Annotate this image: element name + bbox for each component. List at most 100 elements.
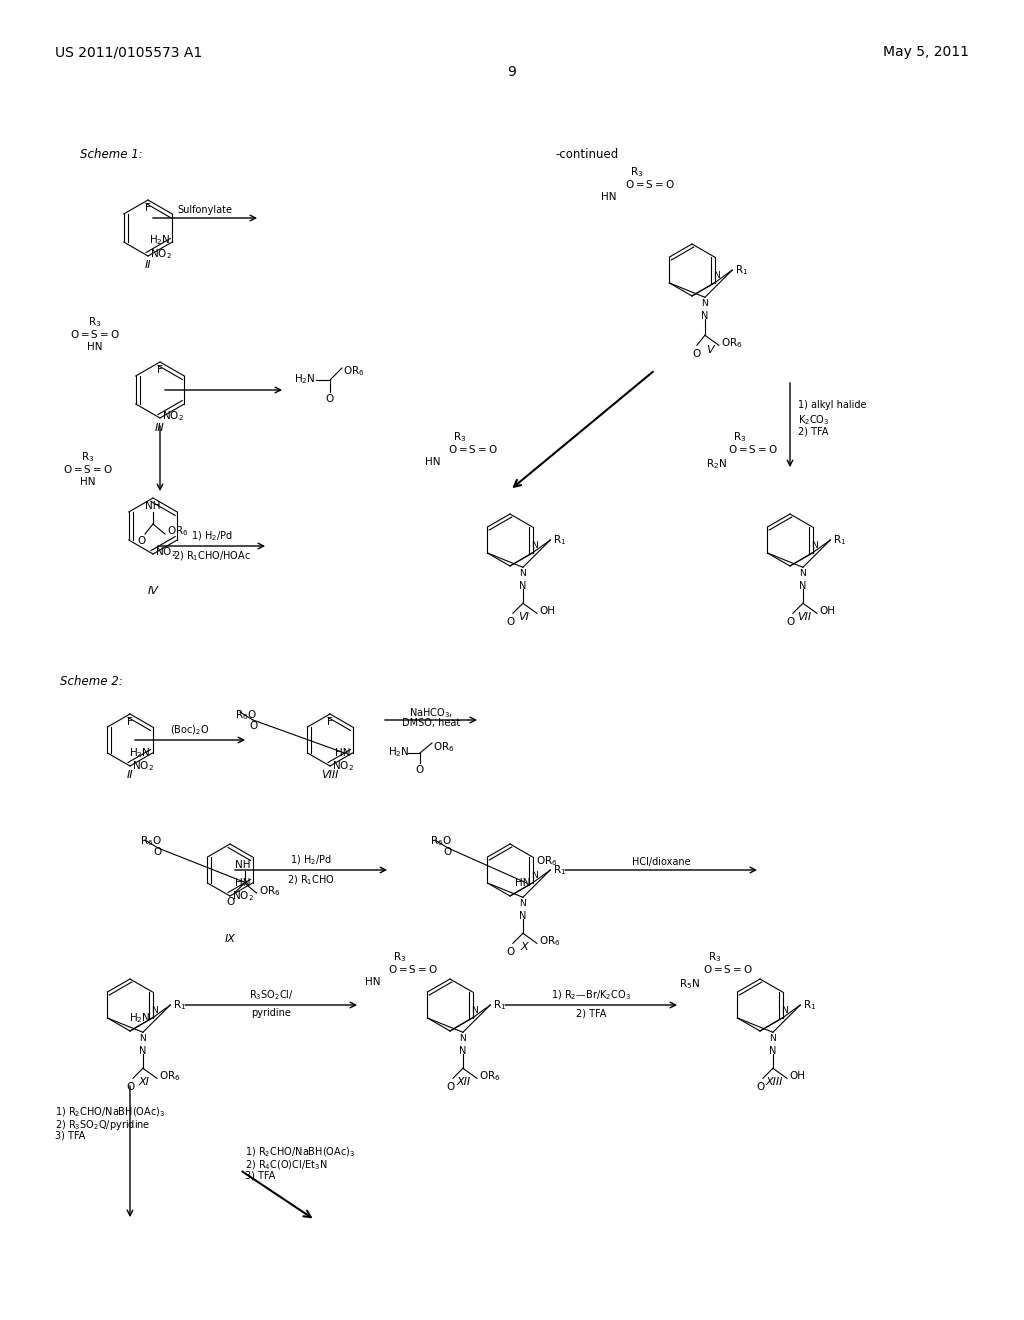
Text: N: N [530, 541, 538, 549]
Text: R$_5$N: R$_5$N [679, 977, 700, 991]
Text: R$_3$: R$_3$ [88, 315, 101, 329]
Text: IX: IX [224, 935, 236, 944]
Text: O: O [757, 1082, 765, 1092]
Text: O: O [154, 847, 162, 857]
Text: 2) R$_1$CHO: 2) R$_1$CHO [287, 873, 335, 887]
Text: OH: OH [819, 606, 835, 616]
Text: N: N [459, 1047, 467, 1056]
Text: 9: 9 [508, 65, 516, 79]
Text: HN: HN [425, 457, 440, 467]
Text: N: N [519, 581, 526, 591]
Text: N: N [151, 1006, 158, 1015]
Text: 3) TFA: 3) TFA [55, 1131, 85, 1140]
Text: K$_2$CO$_3$: K$_2$CO$_3$ [798, 413, 829, 426]
Text: F: F [145, 203, 151, 213]
Text: R$_6$O: R$_6$O [430, 834, 452, 847]
Text: N: N [800, 569, 806, 578]
Text: 1) R$_2$CHO/NaBH(OAc)$_3$: 1) R$_2$CHO/NaBH(OAc)$_3$ [245, 1144, 355, 1159]
Text: HN: HN [515, 878, 530, 888]
Text: OR$_6$: OR$_6$ [343, 364, 365, 378]
Text: OR$_6$: OR$_6$ [258, 884, 281, 898]
Text: O$=$S$=$O: O$=$S$=$O [703, 964, 753, 975]
Text: N: N [530, 871, 538, 879]
Text: OR$_6$: OR$_6$ [479, 1069, 501, 1084]
Text: R$_3$: R$_3$ [733, 430, 746, 444]
Text: R$_3$SO$_2$Cl/: R$_3$SO$_2$Cl/ [249, 989, 294, 1002]
Text: N: N [769, 1035, 776, 1043]
Text: R$_6$O: R$_6$O [234, 708, 257, 722]
Text: May 5, 2011: May 5, 2011 [883, 45, 969, 59]
Text: R$_1$: R$_1$ [173, 998, 186, 1012]
Text: NO$_2$: NO$_2$ [132, 759, 154, 774]
Text: pyridine: pyridine [251, 1008, 291, 1018]
Text: DMSO, heat: DMSO, heat [401, 718, 460, 729]
Text: Sulfonylate: Sulfonylate [177, 205, 232, 215]
Text: O$=$S$=$O: O$=$S$=$O [625, 178, 675, 190]
Text: HN: HN [365, 977, 380, 987]
Text: F: F [157, 366, 163, 375]
Text: N: N [799, 581, 807, 591]
Text: O: O [446, 1082, 455, 1092]
Text: II: II [144, 260, 152, 271]
Text: NO$_2$: NO$_2$ [232, 890, 254, 903]
Text: 1) R$_2$CHO/NaBH(OAc)$_3$: 1) R$_2$CHO/NaBH(OAc)$_3$ [55, 1105, 165, 1118]
Text: N: N [713, 271, 720, 280]
Text: R$_1$: R$_1$ [834, 533, 847, 546]
Text: II: II [127, 770, 133, 780]
Text: HN: HN [87, 342, 102, 352]
Text: VII: VII [797, 612, 811, 622]
Text: H$_2$N: H$_2$N [129, 746, 151, 760]
Text: N: N [139, 1047, 146, 1056]
Text: H$_2$N: H$_2$N [129, 1011, 151, 1024]
Text: O$=$S$=$O: O$=$S$=$O [449, 444, 498, 455]
Text: 2) R$_4$C(O)Cl/Et$_3$N: 2) R$_4$C(O)Cl/Et$_3$N [245, 1158, 328, 1172]
Text: US 2011/0105573 A1: US 2011/0105573 A1 [55, 45, 203, 59]
Text: 1) R$_2$—Br/K$_2$CO$_3$: 1) R$_2$—Br/K$_2$CO$_3$ [551, 989, 631, 1002]
Text: H$_2$N: H$_2$N [148, 234, 170, 247]
Text: R$_3$: R$_3$ [454, 430, 467, 444]
Text: H$_2$N: H$_2$N [294, 372, 315, 385]
Text: O$=$S$=$O: O$=$S$=$O [70, 327, 120, 341]
Text: NO$_2$: NO$_2$ [162, 409, 184, 422]
Text: IV: IV [147, 586, 159, 597]
Text: V: V [707, 345, 714, 355]
Text: 2) R$_1$CHO/HOAc: 2) R$_1$CHO/HOAc [172, 549, 251, 562]
Text: O: O [416, 766, 424, 775]
Text: HCl/dioxane: HCl/dioxane [632, 857, 690, 867]
Text: R$_3$: R$_3$ [709, 950, 722, 964]
Text: XII: XII [457, 1077, 471, 1086]
Text: O: O [127, 1082, 135, 1092]
Text: 1) alkyl halide: 1) alkyl halide [798, 400, 866, 411]
Text: OH: OH [539, 606, 555, 616]
Text: XIII: XIII [765, 1077, 782, 1086]
Text: NO$_2$: NO$_2$ [150, 247, 172, 261]
Text: 3) TFA: 3) TFA [245, 1171, 275, 1181]
Text: N: N [701, 300, 709, 309]
Text: NH: NH [236, 861, 251, 870]
Text: 1) H$_2$/Pd: 1) H$_2$/Pd [190, 529, 232, 543]
Text: O: O [507, 948, 515, 957]
Text: HN: HN [236, 878, 251, 888]
Text: N: N [519, 911, 526, 921]
Text: NaHCO$_3$,: NaHCO$_3$, [409, 706, 453, 719]
Text: 2) TFA: 2) TFA [798, 426, 828, 436]
Text: (Boc)$_2$O: (Boc)$_2$O [170, 723, 210, 737]
Text: O: O [507, 618, 515, 627]
Text: O: O [693, 350, 701, 359]
Text: R$_3$: R$_3$ [81, 450, 94, 463]
Text: N: N [769, 1047, 776, 1056]
Text: III: III [155, 422, 165, 433]
Text: N: N [519, 899, 526, 908]
Text: -continued: -continued [555, 148, 618, 161]
Text: R$_1$: R$_1$ [494, 998, 507, 1012]
Text: O$=$S$=$O: O$=$S$=$O [388, 964, 438, 975]
Text: O: O [249, 721, 257, 731]
Text: NO$_2$: NO$_2$ [332, 759, 354, 774]
Text: O$=$S$=$O: O$=$S$=$O [63, 463, 113, 475]
Text: OR$_6$: OR$_6$ [539, 935, 560, 948]
Text: OH: OH [788, 1072, 805, 1081]
Text: R$_1$: R$_1$ [553, 533, 566, 546]
Text: HN: HN [80, 477, 96, 487]
Text: 2) R$_3$SO$_2$Q/pyridine: 2) R$_3$SO$_2$Q/pyridine [55, 1118, 151, 1133]
Text: O: O [786, 618, 795, 627]
